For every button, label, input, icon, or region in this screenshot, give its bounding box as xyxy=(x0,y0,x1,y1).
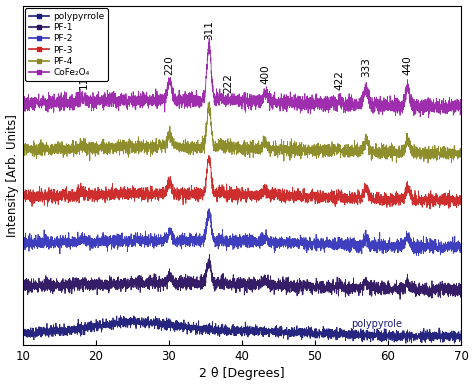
Text: 222: 222 xyxy=(224,73,234,93)
Text: 440: 440 xyxy=(403,55,413,75)
Text: 400: 400 xyxy=(260,64,270,84)
X-axis label: 2 θ [Degrees]: 2 θ [Degrees] xyxy=(199,367,285,381)
Y-axis label: Intensity [Arb. Units]: Intensity [Arb. Units] xyxy=(6,114,18,237)
Text: 220: 220 xyxy=(164,55,174,75)
Text: 422: 422 xyxy=(335,70,345,90)
Text: 333: 333 xyxy=(361,57,371,77)
Text: 111: 111 xyxy=(78,69,88,88)
Text: polypyrole: polypyrole xyxy=(351,319,402,329)
Legend: polypyrrole, PF-1, PF-2, PF-3, PF-4, CoFe₂O₄: polypyrrole, PF-1, PF-2, PF-3, PF-4, CoF… xyxy=(26,8,108,81)
Text: 311: 311 xyxy=(204,20,214,40)
